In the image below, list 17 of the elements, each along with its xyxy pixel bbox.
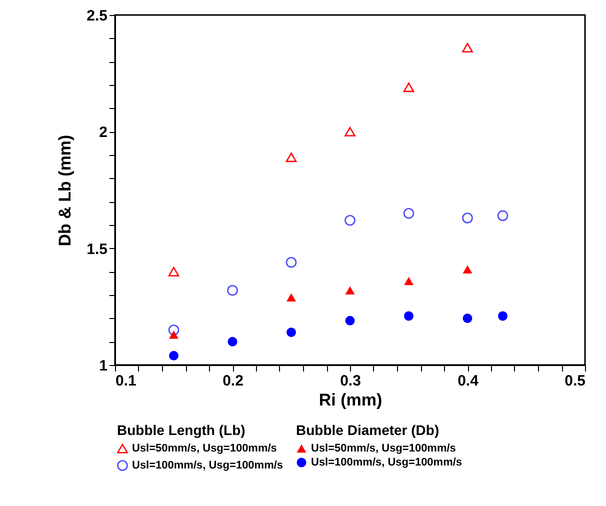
y-tick-label: 1.5: [86, 240, 108, 258]
x-tick-label: 0.2: [222, 372, 244, 390]
legend-label: Usl=50mm/s, Usg=100mm/s: [311, 442, 456, 454]
y-tick-label: 2: [99, 124, 108, 142]
text: Bubble Length (Lb): [117, 422, 246, 438]
y-tick-label: 2.5: [86, 8, 108, 24]
x-tick-label: 0.4: [458, 372, 480, 390]
legend-label: Usl=100mm/s, Usg=100mm/s: [311, 456, 462, 468]
legend-label: Usl=50mm/s, Usg=100mm/s: [132, 442, 277, 454]
x-tick-label: 0.3: [340, 372, 361, 390]
y-axis-title: Db & Lb (mm): [56, 134, 75, 246]
text: Bubble Diameter (Db): [296, 422, 440, 438]
legend-label: Usl=100mm/s, Usg=100mm/s: [132, 460, 284, 472]
x-axis-title: Ri (mm): [318, 390, 382, 410]
x-tick-label: 0.1: [116, 372, 136, 390]
x-tick-label: 0.5: [564, 372, 586, 390]
y-tick-label: 1: [99, 358, 108, 374]
